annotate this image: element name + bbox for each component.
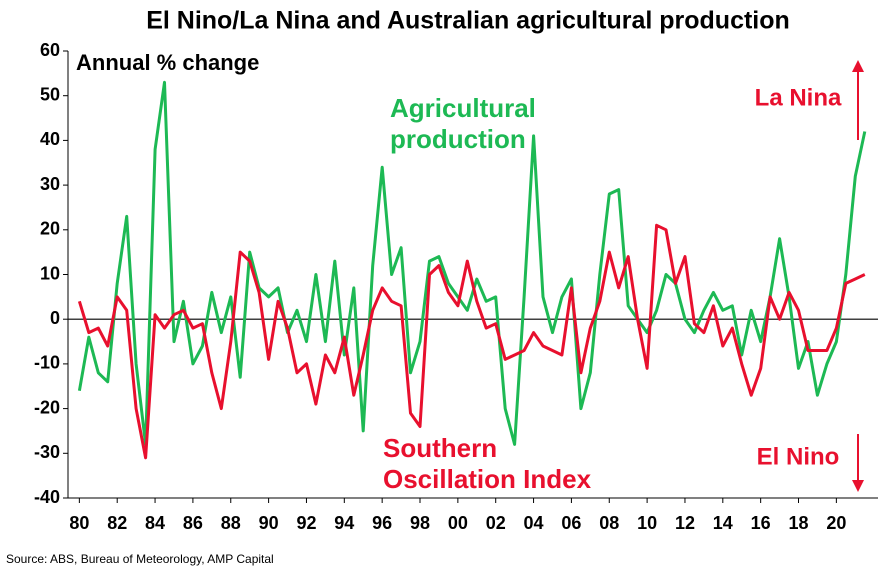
x-tick-label: 92 xyxy=(296,513,316,533)
x-tick-label: 10 xyxy=(637,513,657,533)
x-tick-label: 16 xyxy=(751,513,771,533)
x-tick-label: 84 xyxy=(145,513,165,533)
y-tick-label: 10 xyxy=(40,263,60,283)
y-tick-label: 60 xyxy=(40,40,60,60)
x-tick-label: 86 xyxy=(183,513,203,533)
series-line xyxy=(77,80,867,446)
x-tick-label: 06 xyxy=(561,513,581,533)
x-tick-label: 18 xyxy=(788,513,808,533)
y-tick-label: 40 xyxy=(40,129,60,149)
x-tick-label: 12 xyxy=(675,513,695,533)
y-tick-label: -20 xyxy=(34,397,60,417)
y-tick-label: 50 xyxy=(40,84,60,104)
y-tick-label: -10 xyxy=(34,353,60,373)
source: Source: ABS, Bureau of Meteorology, AMP … xyxy=(6,552,274,566)
x-tick-label: 88 xyxy=(221,513,241,533)
y-axis-label: Annual % change xyxy=(76,50,259,75)
x-tick-label: 98 xyxy=(410,513,430,533)
series-label: Southern Oscillation Index xyxy=(383,433,592,494)
y-tick-label: 30 xyxy=(40,174,60,194)
x-tick-label: 02 xyxy=(486,513,506,533)
annotation: La Nina xyxy=(755,84,842,111)
arrow-head xyxy=(852,60,864,72)
x-tick-label: 04 xyxy=(524,513,544,533)
x-tick-label: 00 xyxy=(448,513,468,533)
series-label: Agricultural production xyxy=(390,93,536,154)
arrow-head xyxy=(852,480,864,492)
y-tick-label: 20 xyxy=(40,219,60,239)
annotation: El Nino xyxy=(757,443,840,470)
x-tick-label: 80 xyxy=(69,513,89,533)
chart-title: El Nino/La Nina and Australian agricultu… xyxy=(146,7,790,35)
x-tick-label: 08 xyxy=(599,513,619,533)
y-tick-label: -30 xyxy=(34,442,60,462)
y-tick-label: -40 xyxy=(34,487,60,507)
x-tick-label: 96 xyxy=(372,513,392,533)
series-line xyxy=(77,223,866,460)
x-tick-label: 20 xyxy=(826,513,846,533)
y-tick-label: 0 xyxy=(50,308,60,328)
x-tick-label: 82 xyxy=(107,513,127,533)
x-tick-label: 90 xyxy=(259,513,279,533)
x-tick-label: 14 xyxy=(713,513,733,533)
x-tick-label: 94 xyxy=(334,513,354,533)
